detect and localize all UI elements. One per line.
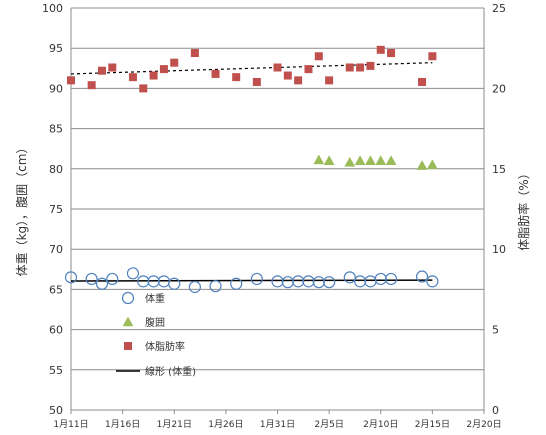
weight-point: [312, 276, 325, 289]
weight-point: [323, 276, 336, 289]
y-left-tick-label: 70: [49, 243, 63, 256]
body-fat-point: [149, 71, 158, 80]
weight-point: [230, 277, 243, 290]
y-right-tick-label: 0: [492, 404, 499, 417]
body-fat-point: [232, 73, 241, 82]
x-tick-label: 2月20日: [466, 419, 501, 430]
y-left-tick-label: 50: [49, 404, 63, 417]
body-fat-point: [325, 76, 334, 85]
weight-point: [426, 275, 439, 288]
weight-point: [302, 275, 315, 288]
y-left-tick-label: 90: [49, 82, 63, 95]
x-tick-label: 1月21日: [157, 419, 192, 430]
waist-point: [385, 155, 397, 166]
body-fat-point: [139, 84, 148, 93]
body-fat-point: [376, 45, 385, 54]
weight-point: [85, 272, 98, 286]
x-tick-label: 2月5日: [314, 419, 343, 430]
y-right-tick-label: 5: [492, 324, 499, 337]
legend-label: 線形 (体重): [145, 365, 196, 378]
body-fat-point: [273, 63, 282, 72]
weight-point: [209, 280, 222, 293]
weight-point: [137, 275, 150, 288]
body-fat-point: [304, 65, 313, 74]
y-left-tick-label: 55: [49, 364, 63, 377]
weight-point: [126, 267, 140, 280]
y-left-tick-label: 75: [49, 203, 63, 216]
body-fat-point: [428, 52, 437, 61]
weight-point: [168, 277, 181, 290]
x-tick-label: 1月31日: [260, 419, 295, 430]
weight-point: [250, 272, 263, 286]
y-left-tick-label: 85: [49, 123, 63, 136]
y-right-tick-label: 10: [492, 243, 506, 256]
y-right-tick-label: 15: [492, 163, 506, 176]
y-left-tick-label: 95: [49, 42, 63, 55]
body-fat-point: [418, 77, 427, 86]
trendline-fat-pct: [70, 62, 433, 75]
waist-point: [313, 154, 325, 165]
weight-point: [106, 272, 119, 286]
waist-point: [426, 159, 438, 170]
x-tick-label: 1月16日: [105, 419, 140, 430]
weight-point: [364, 275, 377, 288]
weight-point: [343, 271, 356, 284]
body-fat-point: [314, 52, 323, 61]
x-tick-label: 2月10日: [363, 419, 398, 430]
body-fat-point: [345, 63, 354, 72]
body-fat-point: [190, 49, 199, 58]
waist-point: [354, 155, 366, 166]
weight-point: [292, 275, 305, 288]
body-fat-point: [211, 69, 220, 78]
waist-point: [375, 155, 387, 166]
weight-point: [147, 275, 160, 288]
weight-point: [374, 272, 387, 286]
waist-point: [365, 155, 376, 166]
x-tick-label: 2月15日: [415, 419, 450, 430]
legend-label: 腹囲: [145, 316, 165, 329]
waist-point: [323, 155, 335, 166]
y-right-tick-label: 20: [492, 82, 506, 95]
y-left-tick-label: 60: [49, 324, 63, 337]
body-fat-point: [159, 65, 168, 74]
legend-marker: [124, 342, 132, 350]
body-fat-point: [283, 71, 292, 80]
body-fat-point: [366, 61, 375, 70]
body-fat-point: [387, 49, 396, 58]
body-fat-point: [97, 66, 106, 75]
body-fat-point: [108, 63, 117, 72]
weight-point: [188, 280, 201, 294]
weight-point: [354, 275, 367, 288]
x-tick-label: 1月26日: [208, 419, 243, 430]
legend-marker: [122, 316, 134, 327]
x-tick-label: 1月11日: [53, 419, 88, 430]
y-left-tick-label: 65: [49, 283, 63, 296]
body-fat-point: [67, 76, 75, 85]
body-fat-point: [252, 77, 261, 86]
y-left-axis-title: 体重（kg），腹囲（cm）: [15, 142, 29, 277]
body-fat-point: [356, 63, 365, 72]
y-right-tick-label: 25: [492, 2, 506, 15]
weight-point: [281, 276, 294, 289]
legend-label: 体重: [145, 292, 165, 305]
weight-point: [271, 275, 284, 288]
body-fat-point: [128, 73, 137, 82]
body-fat-point: [87, 81, 96, 90]
weight-point: [415, 270, 429, 283]
y-left-tick-label: 100: [42, 2, 63, 15]
body-fat-point: [294, 76, 303, 85]
weight-point: [95, 277, 109, 290]
legend-label: 体脂肪率: [145, 340, 185, 353]
body-fat-point: [170, 58, 179, 67]
legend-marker: [121, 291, 135, 305]
weight-point: [64, 271, 78, 284]
y-right-axis-title: 体脂肪率（%）: [516, 167, 531, 250]
y-left-tick-label: 80: [49, 163, 63, 176]
waist-point: [416, 160, 428, 170]
waist-point: [344, 156, 356, 167]
weight-point: [384, 272, 398, 286]
